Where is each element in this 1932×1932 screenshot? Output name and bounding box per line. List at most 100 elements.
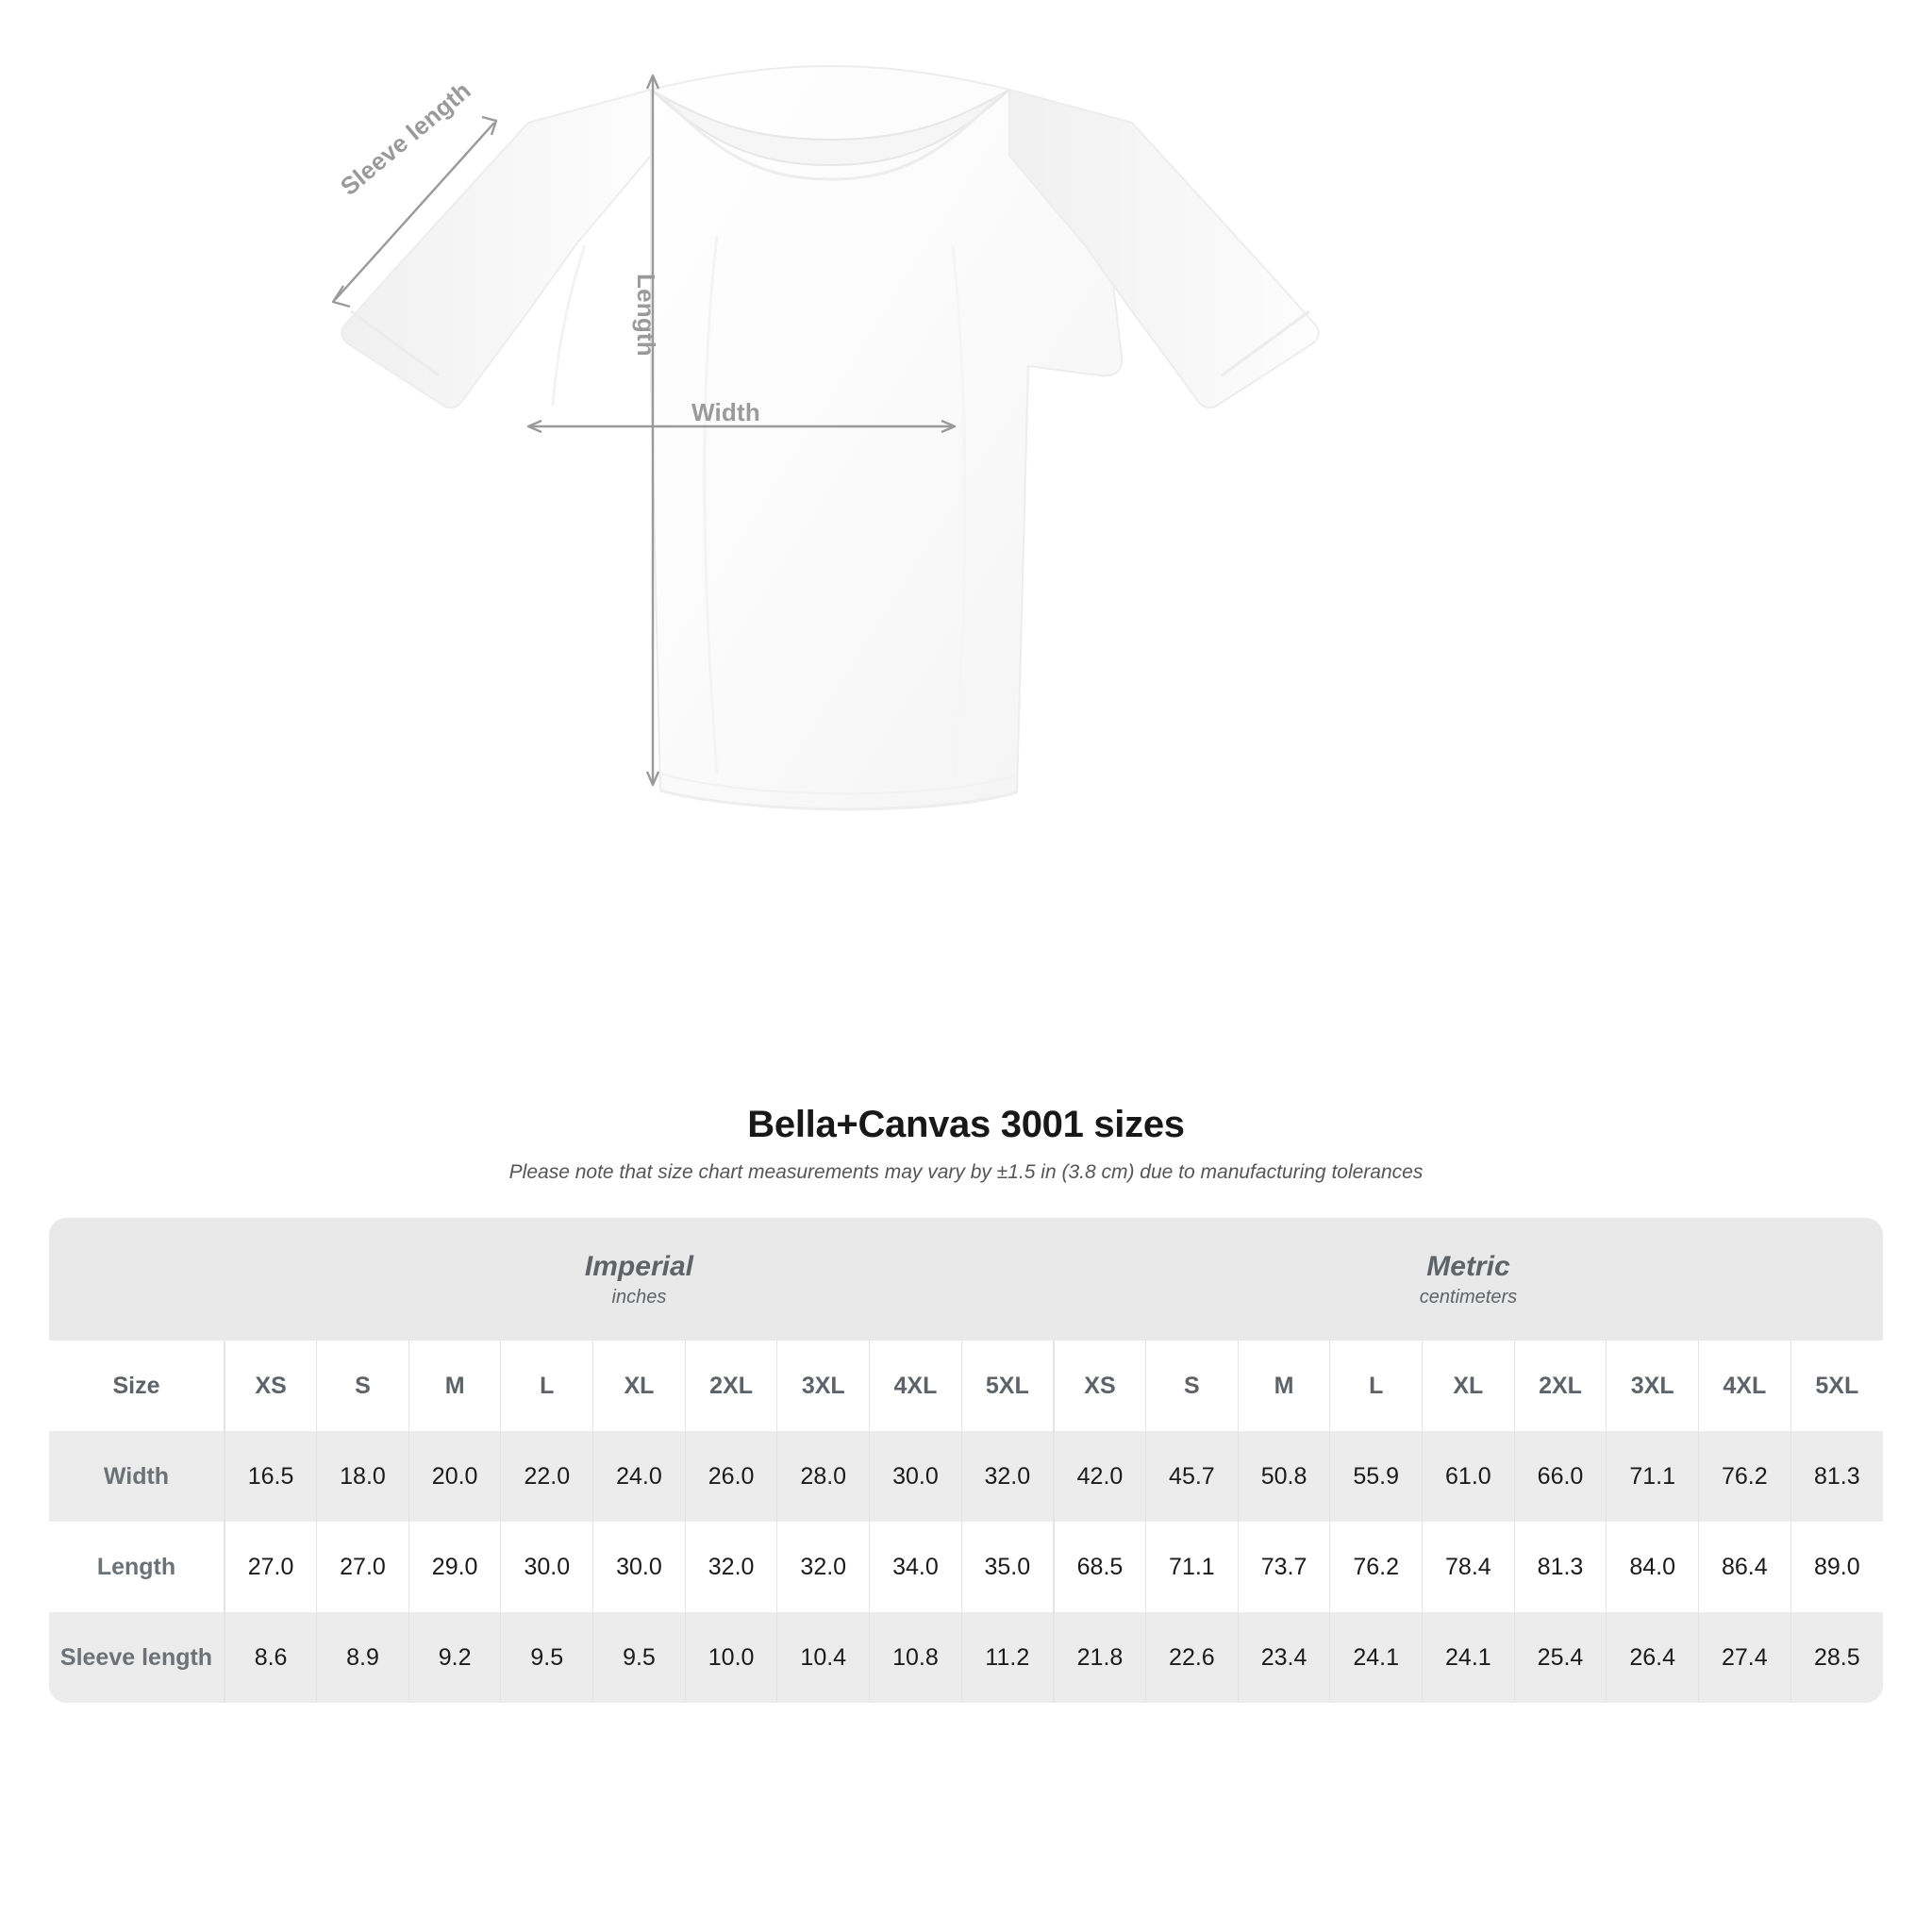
cell-length-metric-xl: 78.4 bbox=[1422, 1522, 1515, 1612]
table-row: Length 27.0 27.0 29.0 30.0 30.0 32.0 32.0 34.0 35… bbox=[49, 1522, 1883, 1612]
cell-length-imperial-3xl: 32.0 bbox=[776, 1522, 870, 1612]
cell-length-metric-xs: 68.5 bbox=[1052, 1522, 1146, 1612]
size-header-row: Size XS S M L XL 2XL 3XL 4XL 5XL XS S M L XL 2XL 3XL 4XL 5… bbox=[49, 1341, 1883, 1431]
cell-width-metric-5xl: 81.3 bbox=[1790, 1431, 1883, 1522]
width-label: Width bbox=[691, 398, 760, 426]
cell-sleeve-length-metric-l: 24.1 bbox=[1329, 1612, 1423, 1703]
cell-width-imperial-5xl: 32.0 bbox=[960, 1431, 1054, 1522]
size-header-imperial-l: L bbox=[500, 1341, 593, 1431]
cell-sleeve-length-metric-4xl: 27.4 bbox=[1698, 1612, 1791, 1703]
size-header-imperial-2xl: 2XL bbox=[684, 1341, 777, 1431]
shirt-body bbox=[341, 64, 1320, 811]
unit-group-name: Metric bbox=[1426, 1251, 1510, 1283]
cell-sleeve-length-imperial-2xl: 10.0 bbox=[684, 1612, 777, 1703]
cell-length-imperial-2xl: 32.0 bbox=[684, 1522, 777, 1612]
cell-width-imperial-m: 20.0 bbox=[408, 1431, 501, 1522]
cell-length-imperial-s: 27.0 bbox=[316, 1522, 409, 1612]
size-header-imperial-m: M bbox=[408, 1341, 501, 1431]
cell-width-imperial-s: 18.0 bbox=[316, 1431, 409, 1522]
measurement-arrows bbox=[331, 74, 957, 787]
size-header-metric-l: L bbox=[1329, 1341, 1423, 1431]
cell-sleeve-length-metric-5xl: 28.5 bbox=[1790, 1612, 1883, 1703]
cell-sleeve-length-imperial-4xl: 10.8 bbox=[869, 1612, 962, 1703]
cell-length-metric-5xl: 89.0 bbox=[1790, 1522, 1883, 1612]
size-header-metric-4xl: 4XL bbox=[1698, 1341, 1791, 1431]
cell-sleeve-length-imperial-m: 9.2 bbox=[408, 1612, 501, 1703]
size-header-metric-5xl: 5XL bbox=[1790, 1341, 1883, 1431]
cell-length-imperial-l: 30.0 bbox=[500, 1522, 593, 1612]
unit-group-imperial: Imperial inches bbox=[225, 1218, 1054, 1341]
size-header-metric-m: M bbox=[1237, 1341, 1330, 1431]
unit-group-metric: Metric centimeters bbox=[1053, 1218, 1883, 1341]
unit-header-spacer bbox=[49, 1218, 225, 1341]
cell-sleeve-length-metric-s: 22.6 bbox=[1145, 1612, 1239, 1703]
size-header-imperial-5xl: 5XL bbox=[960, 1341, 1054, 1431]
cell-width-metric-3xl: 71.1 bbox=[1606, 1431, 1699, 1522]
cell-sleeve-length-imperial-3xl: 10.4 bbox=[776, 1612, 870, 1703]
cell-length-metric-s: 71.1 bbox=[1145, 1522, 1239, 1612]
unit-group-subtitle: inches bbox=[611, 1286, 667, 1307]
cell-width-metric-m: 50.8 bbox=[1237, 1431, 1330, 1522]
cell-width-imperial-3xl: 28.0 bbox=[776, 1431, 870, 1522]
size-header-metric-xs: XS bbox=[1052, 1341, 1146, 1431]
cell-length-imperial-4xl: 34.0 bbox=[869, 1522, 962, 1612]
cell-sleeve-length-imperial-s: 8.9 bbox=[316, 1612, 409, 1703]
size-header-imperial-xl: XL bbox=[592, 1341, 686, 1431]
cell-length-metric-3xl: 84.0 bbox=[1606, 1522, 1699, 1612]
size-chart-table: Imperial inches Metric centimeters Size XS S M L… bbox=[49, 1218, 1883, 1703]
heading-block: Bella+Canvas 3001 sizes Please note that… bbox=[0, 1104, 1932, 1184]
cell-length-imperial-5xl: 35.0 bbox=[960, 1522, 1054, 1612]
cell-sleeve-length-metric-m: 23.4 bbox=[1237, 1612, 1330, 1703]
size-header-metric-xl: XL bbox=[1422, 1341, 1515, 1431]
row-header-length: Length bbox=[49, 1522, 225, 1612]
cell-sleeve-length-metric-3xl: 26.4 bbox=[1606, 1612, 1699, 1703]
page-title: Bella+Canvas 3001 sizes bbox=[747, 1104, 1185, 1145]
cell-sleeve-length-metric-xl: 24.1 bbox=[1422, 1612, 1515, 1703]
cell-sleeve-length-imperial-l: 9.5 bbox=[500, 1612, 593, 1703]
cell-width-metric-xl: 61.0 bbox=[1422, 1431, 1515, 1522]
cell-sleeve-length-imperial-xl: 9.5 bbox=[592, 1612, 686, 1703]
cell-length-metric-l: 76.2 bbox=[1329, 1522, 1423, 1612]
cell-sleeve-length-imperial-5xl: 11.2 bbox=[960, 1612, 1054, 1703]
cell-width-metric-l: 55.9 bbox=[1329, 1431, 1423, 1522]
row-header-sleeve-length: Sleeve length bbox=[49, 1612, 225, 1703]
size-column-header: Size bbox=[49, 1341, 225, 1431]
table-row: Width 16.5 18.0 20.0 22.0 24.0 26.0 28.0 30.0 32.… bbox=[49, 1431, 1883, 1522]
size-header-metric-s: S bbox=[1145, 1341, 1239, 1431]
size-header-imperial-s: S bbox=[316, 1341, 409, 1431]
table-row: Sleeve length 8.6 8.9 9.2 9.5 9.5 10.0 10.4 10.8… bbox=[49, 1612, 1883, 1703]
unit-group-subtitle: centimeters bbox=[1419, 1286, 1518, 1307]
cell-width-imperial-4xl: 30.0 bbox=[869, 1431, 962, 1522]
cell-width-imperial-xs: 16.5 bbox=[224, 1431, 317, 1522]
length-label: Length bbox=[632, 274, 660, 357]
tolerance-note: Please note that size chart measurements… bbox=[508, 1161, 1424, 1183]
sleeve-arrow-line bbox=[334, 122, 495, 301]
cell-width-metric-xs: 42.0 bbox=[1052, 1431, 1146, 1522]
size-header-metric-3xl: 3XL bbox=[1606, 1341, 1699, 1431]
cell-width-imperial-l: 22.0 bbox=[500, 1431, 593, 1522]
size-header-imperial-4xl: 4XL bbox=[869, 1341, 962, 1431]
size-header-imperial-3xl: 3XL bbox=[776, 1341, 870, 1431]
unit-group-name: Imperial bbox=[584, 1251, 693, 1283]
tshirt-illustration bbox=[331, 64, 1320, 811]
cell-width-imperial-2xl: 26.0 bbox=[684, 1431, 777, 1522]
size-header-metric-2xl: 2XL bbox=[1513, 1341, 1607, 1431]
cell-length-metric-4xl: 86.4 bbox=[1698, 1522, 1791, 1612]
cell-sleeve-length-metric-xs: 21.8 bbox=[1052, 1612, 1146, 1703]
size-table-wrapper: Imperial inches Metric centimeters Size XS S M L… bbox=[49, 1218, 1883, 1703]
cell-width-metric-2xl: 66.0 bbox=[1513, 1431, 1607, 1522]
size-header-imperial-xs: XS bbox=[224, 1341, 317, 1431]
cell-sleeve-length-imperial-xs: 8.6 bbox=[224, 1612, 317, 1703]
cell-sleeve-length-metric-2xl: 25.4 bbox=[1513, 1612, 1607, 1703]
cell-length-metric-2xl: 81.3 bbox=[1513, 1522, 1607, 1612]
cell-length-imperial-m: 29.0 bbox=[408, 1522, 501, 1612]
cell-length-imperial-xl: 30.0 bbox=[592, 1522, 686, 1612]
tshirt-diagram: Sleeve length Length Width bbox=[331, 64, 1320, 811]
cell-length-imperial-xs: 27.0 bbox=[224, 1522, 317, 1612]
cell-width-metric-s: 45.7 bbox=[1145, 1431, 1239, 1522]
cell-length-metric-m: 73.7 bbox=[1237, 1522, 1330, 1612]
unit-group-header-row: Imperial inches Metric centimeters bbox=[49, 1218, 1883, 1341]
cell-width-imperial-xl: 24.0 bbox=[592, 1431, 686, 1522]
row-header-width: Width bbox=[49, 1431, 225, 1522]
cell-width-metric-4xl: 76.2 bbox=[1698, 1431, 1791, 1522]
